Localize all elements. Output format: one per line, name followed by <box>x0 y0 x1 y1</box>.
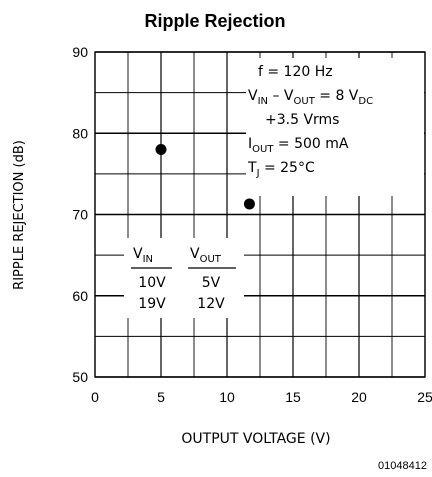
data-point <box>243 198 255 210</box>
table-cell-vin: 10V <box>138 275 166 291</box>
conditions-annotation: f = 120 Hz VIN – VOUT = 8 VDC +3.5 Vrms … <box>246 58 424 196</box>
condition-voltage-diff: VIN – VOUT = 8 VDC <box>248 88 373 107</box>
x-tick-label: 15 <box>285 389 301 405</box>
table-background <box>124 238 244 318</box>
table-header-vin: VIN <box>133 246 153 265</box>
table-header-vout: VOUT <box>190 246 222 265</box>
y-tick-label: 70 <box>72 207 88 223</box>
data-point <box>155 144 167 155</box>
table-cell-vout: 5V <box>202 275 221 291</box>
y-tick-label: 90 <box>72 44 88 60</box>
condition-ripple: +3.5 Vrms <box>265 112 339 128</box>
y-tick-label: 60 <box>72 288 88 304</box>
condition-output-current: IOUT = 500 mA <box>248 136 349 155</box>
y-tick-label: 50 <box>72 369 88 385</box>
y-axis-label: RIPPLE REJECTION (dB) <box>12 140 27 290</box>
x-axis-ticks: 0 5 10 15 20 25 <box>91 389 432 405</box>
x-tick-label: 25 <box>417 389 432 405</box>
condition-junction-temp: TJ = 25°C <box>247 160 315 179</box>
condition-frequency: f = 120 Hz <box>258 64 333 80</box>
voltage-table: VIN VOUT 10V 5V 19V 12V <box>124 238 244 318</box>
table-cell-vin: 19V <box>138 296 166 312</box>
x-tick-label: 5 <box>157 389 165 405</box>
y-tick-label: 80 <box>72 125 88 141</box>
plot-frame <box>94 51 426 378</box>
chart-title: Ripple Rejection <box>144 11 285 31</box>
x-tick-label: 20 <box>351 389 367 405</box>
annotation-background <box>246 58 424 196</box>
data-points <box>155 144 255 210</box>
x-tick-label: 0 <box>91 389 99 405</box>
table-cell-vout: 12V <box>197 296 225 312</box>
figure-id: 01048412 <box>378 460 427 472</box>
x-tick-label: 10 <box>219 389 235 405</box>
x-axis-label: OUTPUT VOLTAGE (V) <box>181 431 330 447</box>
y-axis-ticks: 50 60 70 80 90 <box>72 44 88 385</box>
